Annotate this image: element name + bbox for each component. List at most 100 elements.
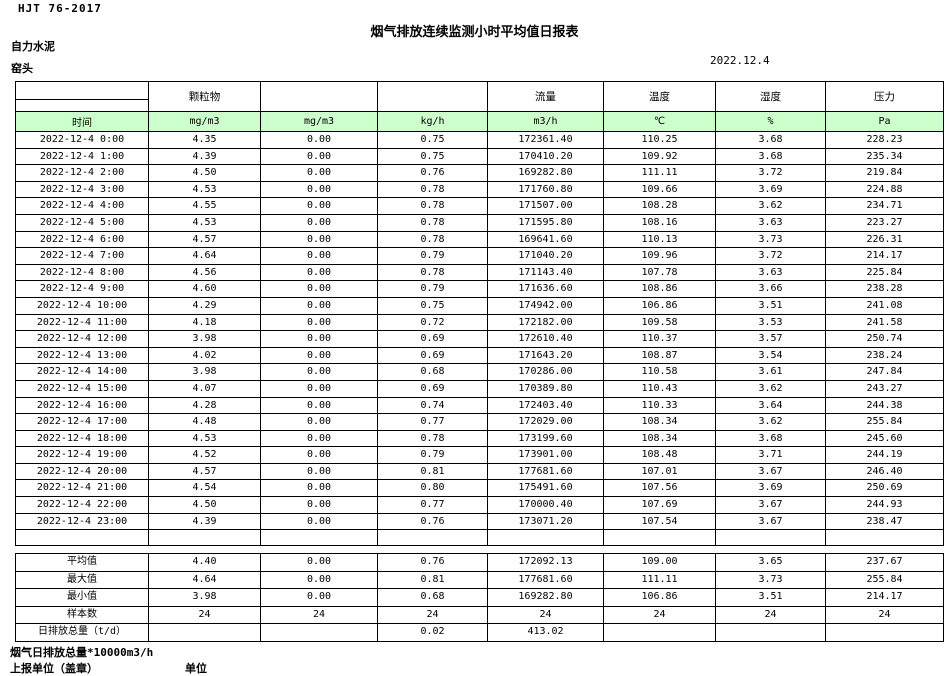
value-cell: 108.16 [603,213,716,232]
blank-cell [825,529,944,547]
value-cell: 3.57 [715,330,826,348]
value-cell: 108.87 [603,346,716,365]
data-row: 2022-12-4 13:00 4.02 0.00 0.69 171643.20 108.… [15,346,944,365]
value-cell: 172029.00 [487,413,604,431]
summary-value-cell: 0.02 [377,623,488,642]
value-cell: 172403.40 [487,396,604,415]
summary-value-cell: 0.00 [260,553,378,572]
value-cell: 110.13 [603,230,716,249]
data-row: 2022-12-4 15:00 4.07 0.00 0.69 170389.80 110.… [15,379,944,398]
blank-cell [260,529,378,547]
value-cell: 0.00 [260,446,378,464]
value-cell: 107.56 [603,479,716,498]
data-row: 2022-12-4 14:00 3.98 0.00 0.68 170286.00 110.… [15,363,944,381]
monitor-point-name: 窑头 [11,62,33,75]
value-cell: 0.79 [377,446,488,464]
value-cell: 4.18 [148,313,261,332]
value-cell: 169641.60 [487,230,604,249]
value-cell: 172361.40 [487,131,604,149]
unit-header-cell: mg/m3 [148,111,261,132]
time-cell: 2022-12-4 10:00 [15,296,149,315]
pollutant-group-header: 湿度 [715,81,826,112]
value-cell: 3.98 [148,363,261,381]
value-cell: 234.71 [825,197,944,215]
pollutant-group-header: 颗粒物 [148,81,261,112]
blank-cell [603,529,716,547]
summary-value-cell: 3.73 [715,570,826,590]
value-cell: 3.63 [715,213,826,232]
value-cell: 0.75 [377,131,488,149]
summary-value-cell: 24 [825,605,944,625]
value-cell: 4.53 [148,429,261,448]
value-cell: 224.88 [825,180,944,199]
summary-row: 最小值 3.98 0.00 0.68 169282.80 106.86 3.51 214.17 [15,588,944,607]
value-cell: 3.68 [715,147,826,166]
value-cell: 0.76 [377,164,488,182]
data-row: 2022-12-4 16:00 4.28 0.00 0.74 172403.40 110.… [15,396,944,415]
value-cell: 4.35 [148,131,261,149]
value-cell: 109.96 [603,247,716,265]
value-cell: 244.93 [825,496,944,514]
value-cell: 0.00 [260,247,378,265]
value-cell: 228.23 [825,131,944,149]
summary-label: 样本数 [15,605,149,625]
time-cell: 2022-12-4 17:00 [15,413,149,431]
blank-cell [715,529,826,547]
value-cell: 0.00 [260,413,378,431]
time-column-header: 时间 [15,111,149,132]
value-cell: 238.47 [825,512,944,531]
value-cell: 241.08 [825,296,944,315]
value-cell: 214.17 [825,247,944,265]
data-row: 2022-12-4 0:00 4.35 0.00 0.75 172361.40 110.2… [15,131,944,149]
value-cell: 0.00 [260,147,378,166]
time-cell: 2022-12-4 7:00 [15,247,149,265]
data-row: 2022-12-4 19:00 4.52 0.00 0.79 173901.00 108.… [15,446,944,464]
value-cell: 0.00 [260,512,378,531]
value-cell: 3.51 [715,296,826,315]
value-cell: 170389.80 [487,379,604,398]
data-row: 2022-12-4 20:00 4.57 0.00 0.81 177681.60 107.… [15,462,944,481]
value-cell: 3.67 [715,462,826,481]
value-cell: 170410.20 [487,147,604,166]
unit-header-cell: mg/m3 [260,111,378,132]
value-cell: 0.00 [260,197,378,215]
value-cell: 3.68 [715,429,826,448]
value-cell: 109.92 [603,147,716,166]
pollutant-group-header [377,81,488,112]
value-cell: 3.62 [715,379,826,398]
value-cell: 0.00 [260,263,378,282]
value-cell: 0.76 [377,512,488,531]
value-cell: 4.55 [148,197,261,215]
value-cell: 0.78 [377,263,488,282]
time-cell: 2022-12-4 21:00 [15,479,149,498]
time-cell: 2022-12-4 19:00 [15,446,149,464]
time-cell: 2022-12-4 23:00 [15,512,149,531]
value-cell: 3.53 [715,313,826,332]
summary-value-cell: 4.40 [148,553,261,572]
value-cell: 4.39 [148,147,261,166]
time-cell: 2022-12-4 16:00 [15,396,149,415]
value-cell: 0.00 [260,230,378,249]
summary-value-cell: 24 [148,605,261,625]
time-cell: 2022-12-4 4:00 [15,197,149,215]
summary-label: 最大值 [15,570,149,590]
data-row: 2022-12-4 8:00 4.56 0.00 0.78 171143.40 107.7… [15,263,944,282]
time-cell: 2022-12-4 12:00 [15,330,149,348]
value-cell: 169282.80 [487,164,604,182]
page-title: 烟气排放连续监测小时平均值日报表 [370,25,579,40]
value-cell: 3.68 [715,131,826,149]
value-cell: 4.54 [148,479,261,498]
summary-value-cell: 4.64 [148,570,261,590]
footer-line: 上报单位（盖章） 单位 [10,660,510,676]
summary-value-cell [148,623,261,642]
time-cell: 2022-12-4 5:00 [15,213,149,232]
time-cell: 2022-12-4 22:00 [15,496,149,514]
value-cell: 109.58 [603,313,716,332]
time-header-split-cell [15,81,149,112]
value-cell: 250.74 [825,330,944,348]
pollutant-group-header: 压力 [825,81,944,112]
summary-value-cell: 0.76 [377,553,488,572]
value-cell: 107.54 [603,512,716,531]
value-cell: 0.78 [377,230,488,249]
time-cell: 2022-12-4 15:00 [15,379,149,398]
